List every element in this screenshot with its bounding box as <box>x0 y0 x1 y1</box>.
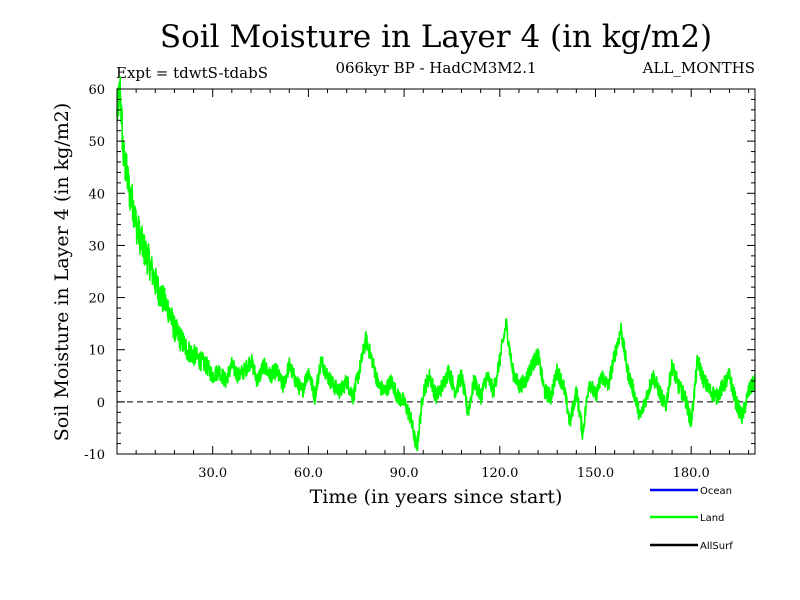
legend: Ocean Land AllSurf <box>650 486 733 552</box>
x-tick-label: 60.0 <box>294 466 323 481</box>
y-tick-label: 40 <box>88 187 105 202</box>
chart-subtitle-center: 066kyr BP - HadCM3M2.1 <box>335 59 536 77</box>
y-tick-label: 20 <box>88 292 105 307</box>
chart-subtitle-right: ALL_MONTHS <box>642 59 755 77</box>
y-axis-label: Soil Moisture in Layer 4 (in kg/m2) <box>51 103 73 442</box>
legend-label-land: Land <box>700 513 724 524</box>
x-tick-label: 150.0 <box>577 466 614 481</box>
y-tick-label: 10 <box>88 344 105 359</box>
legend-label-ocean: Ocean <box>700 486 732 497</box>
x-tick-label: 30.0 <box>198 466 227 481</box>
y-tick-label: -10 <box>84 448 105 463</box>
plot-area: 30.0 60.0 90.0 120.0 150.0 180.0 -10 0 10 20 30 40 5… <box>84 76 756 481</box>
y-tick-label: 30 <box>88 239 105 254</box>
x-tick-label: 90.0 <box>390 466 419 481</box>
chart-title: Soil Moisture in Layer 4 (in kg/m2) <box>160 19 712 55</box>
legend-label-allsurf: AllSurf <box>700 541 733 552</box>
y-tick-label: 60 <box>88 83 105 98</box>
x-axis-label: Time (in years since start) <box>310 486 563 508</box>
x-tick-label: 180.0 <box>673 466 710 481</box>
y-tick-label: 50 <box>88 135 105 150</box>
x-tick-label: 120.0 <box>481 466 518 481</box>
y-tick-label: 0 <box>97 396 105 411</box>
series-line-land <box>116 76 756 452</box>
plot-frame <box>116 88 756 455</box>
chart-subtitle-left: Expt = tdwtS-tdabS <box>116 64 268 82</box>
